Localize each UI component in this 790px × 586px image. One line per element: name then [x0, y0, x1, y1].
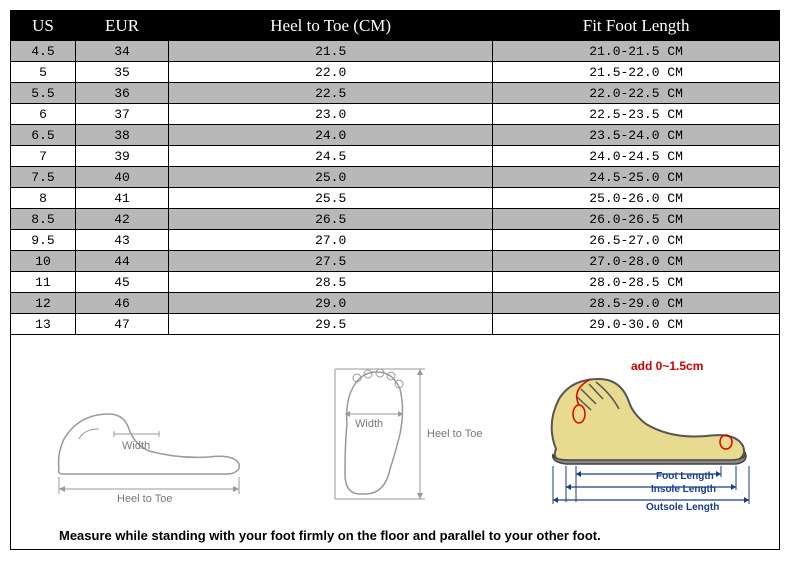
top-foot-diagram: Width Heel to Toe	[270, 354, 521, 514]
table-cell: 23.5-24.0 CM	[493, 125, 780, 146]
table-cell: 35	[75, 62, 168, 83]
table-row: 9.54327.026.5-27.0 CM	[11, 230, 780, 251]
table-cell: 21.5-22.0 CM	[493, 62, 780, 83]
col-fit-foot-length: Fit Foot Length	[493, 11, 780, 41]
diagram-section: Width Heel to Toe	[10, 335, 780, 550]
table-cell: 40	[75, 167, 168, 188]
table-row: 73924.524.0-24.5 CM	[11, 146, 780, 167]
table-cell: 6	[11, 104, 76, 125]
side-foot-diagram: Width Heel to Toe	[19, 359, 270, 509]
table-row: 6.53824.023.5-24.0 CM	[11, 125, 780, 146]
size-chart-table: US EUR Heel to Toe (CM) Fit Foot Length …	[10, 10, 780, 335]
table-cell: 28.5	[169, 272, 493, 293]
table-cell: 11	[11, 272, 76, 293]
table-cell: 12	[11, 293, 76, 314]
table-cell: 27.0	[169, 230, 493, 251]
table-cell: 24.5-25.0 CM	[493, 167, 780, 188]
table-cell: 22.5-23.5 CM	[493, 104, 780, 125]
table-cell: 36	[75, 83, 168, 104]
table-row: 7.54025.024.5-25.0 CM	[11, 167, 780, 188]
table-cell: 43	[75, 230, 168, 251]
table-cell: 7.5	[11, 167, 76, 188]
table-cell: 27.0-28.0 CM	[493, 251, 780, 272]
table-row: 84125.525.0-26.0 CM	[11, 188, 780, 209]
table-cell: 24.0-24.5 CM	[493, 146, 780, 167]
table-cell: 34	[75, 41, 168, 62]
col-eur: EUR	[75, 11, 168, 41]
table-row: 63723.022.5-23.5 CM	[11, 104, 780, 125]
table-cell: 26.5	[169, 209, 493, 230]
table-cell: 26.0-26.5 CM	[493, 209, 780, 230]
table-cell: 42	[75, 209, 168, 230]
table-cell: 24.0	[169, 125, 493, 146]
table-cell: 8	[11, 188, 76, 209]
table-cell: 25.0	[169, 167, 493, 188]
insole-length-label: Insole Length	[651, 484, 716, 495]
table-cell: 22.5	[169, 83, 493, 104]
col-heel-to-toe: Heel to Toe (CM)	[169, 11, 493, 41]
table-cell: 47	[75, 314, 168, 335]
outsole-length-label: Outsole Length	[646, 502, 719, 513]
table-cell: 22.0-22.5 CM	[493, 83, 780, 104]
table-cell: 21.0-21.5 CM	[493, 41, 780, 62]
table-cell: 22.0	[169, 62, 493, 83]
table-row: 104427.527.0-28.0 CM	[11, 251, 780, 272]
top-width-label: Width	[355, 418, 383, 430]
top-heel-toe-label: Heel to Toe	[427, 428, 482, 440]
table-cell: 5	[11, 62, 76, 83]
table-cell: 39	[75, 146, 168, 167]
foot-length-label: Foot Length	[656, 471, 714, 482]
table-cell: 25.5	[169, 188, 493, 209]
table-row: 53522.021.5-22.0 CM	[11, 62, 780, 83]
table-cell: 25.0-26.0 CM	[493, 188, 780, 209]
table-cell: 23.0	[169, 104, 493, 125]
table-cell: 26.5-27.0 CM	[493, 230, 780, 251]
table-row: 8.54226.526.0-26.5 CM	[11, 209, 780, 230]
table-cell: 10	[11, 251, 76, 272]
col-us: US	[11, 11, 76, 41]
table-cell: 29.0-30.0 CM	[493, 314, 780, 335]
table-row: 114528.528.0-28.5 CM	[11, 272, 780, 293]
table-cell: 4.5	[11, 41, 76, 62]
table-cell: 28.0-28.5 CM	[493, 272, 780, 293]
table-cell: 13	[11, 314, 76, 335]
table-cell: 8.5	[11, 209, 76, 230]
measure-instruction: Measure while standing with your foot fi…	[19, 522, 601, 543]
table-cell: 38	[75, 125, 168, 146]
table-cell: 37	[75, 104, 168, 125]
side-width-label: Width	[122, 440, 150, 452]
table-cell: 24.5	[169, 146, 493, 167]
table-row: 4.53421.521.0-21.5 CM	[11, 41, 780, 62]
table-cell: 29.0	[169, 293, 493, 314]
table-cell: 7	[11, 146, 76, 167]
table-cell: 46	[75, 293, 168, 314]
table-cell: 21.5	[169, 41, 493, 62]
add-label: add 0~1.5cm	[631, 359, 703, 373]
table-cell: 9.5	[11, 230, 76, 251]
shoe-diagram: add 0~1.5cm Foot Length Insole	[520, 354, 771, 514]
table-cell: 44	[75, 251, 168, 272]
table-cell: 6.5	[11, 125, 76, 146]
table-cell: 28.5-29.0 CM	[493, 293, 780, 314]
table-cell: 29.5	[169, 314, 493, 335]
table-cell: 27.5	[169, 251, 493, 272]
table-row: 5.53622.522.0-22.5 CM	[11, 83, 780, 104]
table-row: 124629.028.5-29.0 CM	[11, 293, 780, 314]
table-cell: 45	[75, 272, 168, 293]
table-cell: 41	[75, 188, 168, 209]
side-heel-toe-label: Heel to Toe	[117, 493, 172, 505]
table-row: 134729.529.0-30.0 CM	[11, 314, 780, 335]
header-row: US EUR Heel to Toe (CM) Fit Foot Length	[11, 11, 780, 41]
table-cell: 5.5	[11, 83, 76, 104]
